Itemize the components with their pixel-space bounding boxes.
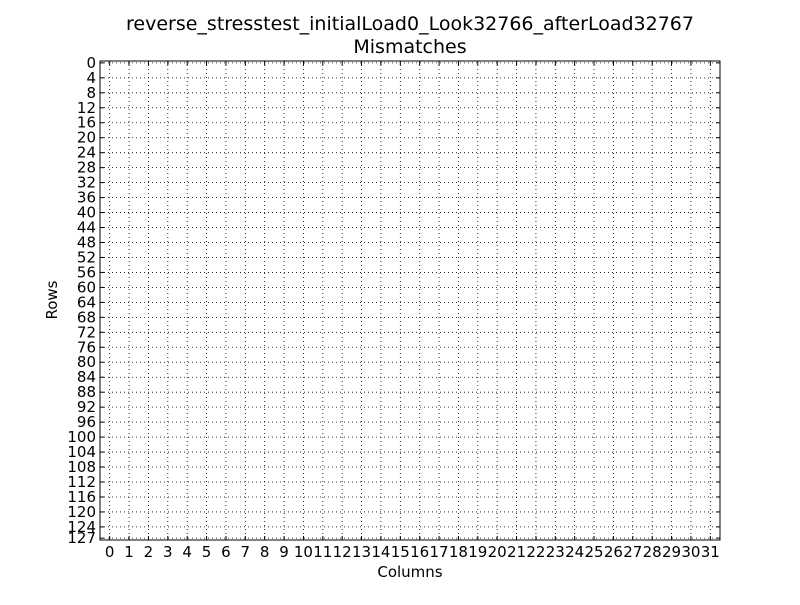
- y-tick-label: 64: [77, 293, 96, 311]
- x-axis-label: Columns: [377, 563, 442, 581]
- y-tick-label: 88: [77, 383, 96, 401]
- y-tick-label: 28: [77, 159, 96, 177]
- y-axis-label: Rows: [43, 280, 61, 319]
- x-tick-label: 17: [430, 543, 449, 561]
- x-tick-label: 24: [565, 543, 584, 561]
- y-tick-label: 4: [86, 69, 96, 87]
- x-tick-label: 18: [449, 543, 468, 561]
- y-tick-label: 72: [77, 323, 96, 341]
- y-tick-label: 48: [77, 233, 96, 251]
- y-tick-label: 112: [67, 473, 96, 491]
- y-tick-label: 92: [77, 398, 96, 416]
- x-tick-label: 25: [585, 543, 604, 561]
- x-tick-label: 12: [333, 543, 352, 561]
- y-tick-label: 0: [86, 54, 96, 72]
- y-tick-label: 120: [67, 503, 96, 521]
- y-tick-label: 8: [86, 84, 96, 102]
- y-tick-label: 80: [77, 353, 96, 371]
- y-tick-label: 56: [77, 263, 96, 281]
- y-tick-label: 124: [67, 518, 96, 536]
- x-tick-label: 11: [313, 543, 332, 561]
- plot-area-frame: [99, 60, 721, 541]
- y-tick-label: 36: [77, 189, 96, 207]
- x-tick-label: 10: [294, 543, 313, 561]
- grid-layer: [100, 61, 720, 540]
- y-tick-label: 60: [77, 278, 96, 296]
- x-tick-label: 30: [681, 543, 700, 561]
- x-tick-label: 22: [526, 543, 545, 561]
- x-tick-label: 15: [391, 543, 410, 561]
- x-tick-label: 0: [105, 543, 115, 561]
- x-tick-label: 8: [260, 543, 270, 561]
- x-tick-label: 4: [182, 543, 192, 561]
- x-tick-label: 21: [507, 543, 526, 561]
- x-tick-label: 3: [163, 543, 173, 561]
- y-tick-label: 127: [67, 529, 96, 547]
- x-tick-label: 9: [279, 543, 289, 561]
- x-tick-label: 19: [468, 543, 487, 561]
- y-tick-label: 104: [67, 443, 96, 461]
- x-tick-label: 16: [410, 543, 429, 561]
- x-tick-label: 27: [623, 543, 642, 561]
- y-tick-label: 12: [77, 99, 96, 117]
- x-tick-label: 6: [221, 543, 231, 561]
- chart-title-line2: Mismatches: [353, 36, 466, 58]
- x-tick-label: 14: [371, 543, 390, 561]
- y-tick-label: 52: [77, 248, 96, 266]
- chart-title-line1: reverse_stresstest_initialLoad0_Look3276…: [126, 13, 694, 35]
- x-tick-label: 28: [643, 543, 662, 561]
- x-tick-label: 23: [546, 543, 565, 561]
- x-tick-label: 2: [144, 543, 154, 561]
- y-tick-label: 68: [77, 308, 96, 326]
- y-tick-label: 32: [77, 174, 96, 192]
- y-tick-label: 20: [77, 129, 96, 147]
- y-tick-label: 116: [67, 488, 96, 506]
- y-tick-label: 40: [77, 204, 96, 222]
- x-tick-label: 29: [662, 543, 681, 561]
- y-tick-label: 108: [67, 458, 96, 476]
- y-tick-label: 44: [77, 219, 96, 237]
- x-tick-label: 31: [701, 543, 720, 561]
- x-tick-label: 20: [488, 543, 507, 561]
- y-tick-label: 76: [77, 338, 96, 356]
- y-tick-label: 84: [77, 368, 96, 386]
- y-tick-label: 24: [77, 144, 96, 162]
- y-tick-label: 96: [77, 413, 96, 431]
- axis-ticks: 0 1 2 3 4 5 6 7 8 9 10 11 12 13 14 15 16 17 18 19 20 21 22 23 24…: [67, 54, 720, 561]
- y-tick-label: 100: [67, 428, 96, 446]
- x-tick-label: 26: [604, 543, 623, 561]
- x-tick-label: 5: [202, 543, 212, 561]
- x-tick-label: 7: [241, 543, 251, 561]
- y-tick-label: 16: [77, 114, 96, 132]
- x-tick-label: 13: [352, 543, 371, 561]
- x-tick-label: 1: [124, 543, 134, 561]
